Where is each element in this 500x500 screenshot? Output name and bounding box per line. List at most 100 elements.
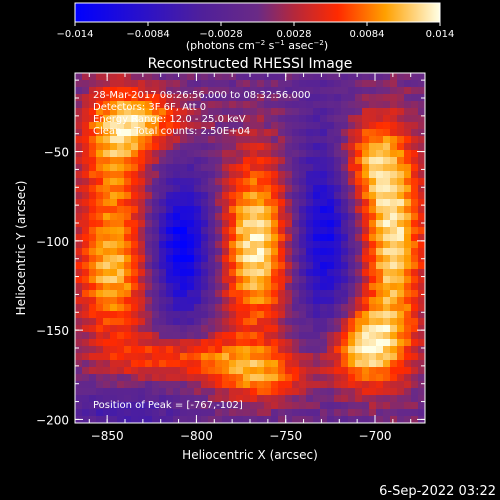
heatmap-cell	[404, 199, 412, 207]
heatmap-cell	[243, 346, 251, 354]
heatmap-cell	[152, 339, 160, 347]
heatmap-cell	[229, 360, 237, 368]
heatmap-cell	[327, 367, 335, 375]
heatmap-cell	[208, 136, 216, 144]
heatmap-cell	[313, 297, 321, 305]
heatmap-cell	[334, 108, 342, 116]
heatmap-cell	[180, 164, 188, 172]
heatmap-cell	[173, 374, 181, 382]
heatmap-cell	[243, 297, 251, 305]
heatmap-cell	[383, 269, 391, 277]
heatmap-cell	[96, 129, 104, 137]
heatmap-cell	[201, 171, 209, 179]
heatmap-cell	[89, 325, 97, 333]
info-text: 28-Mar-2017 08:26:56.000 to 08:32:56.000…	[93, 90, 311, 137]
heatmap-cell	[404, 402, 412, 410]
heatmap-cell	[257, 234, 265, 242]
heatmap-cell	[110, 360, 118, 368]
heatmap-cell	[222, 311, 230, 319]
heatmap-cell	[278, 171, 286, 179]
heatmap-cell	[369, 122, 377, 130]
heatmap-cell	[376, 80, 384, 88]
heatmap-cell	[138, 297, 146, 305]
heatmap-cell	[145, 129, 153, 137]
heatmap-cell	[131, 381, 139, 389]
heatmap-cell	[215, 115, 223, 123]
heatmap-cell	[124, 234, 132, 242]
heatmap-cell	[334, 150, 342, 158]
heatmap-cell	[397, 241, 405, 249]
heatmap-cell	[215, 80, 223, 88]
heatmap-cell	[341, 199, 349, 207]
heatmap-cell	[166, 185, 174, 193]
heatmap-cell	[229, 318, 237, 326]
heatmap-cell	[341, 150, 349, 158]
heatmap-cell	[404, 234, 412, 242]
heatmap-cell	[117, 262, 125, 270]
heatmap-cell	[383, 381, 391, 389]
heatmap-cell	[376, 199, 384, 207]
heatmap-cell	[215, 108, 223, 116]
heatmap-cell	[264, 108, 272, 116]
heatmap-cell	[320, 234, 328, 242]
heatmap-cell	[376, 304, 384, 312]
heatmap-cell	[82, 143, 90, 151]
heatmap-cell	[222, 122, 230, 130]
heatmap-cell	[271, 269, 279, 277]
heatmap-cell	[96, 164, 104, 172]
heatmap-cell	[376, 248, 384, 256]
heatmap-cell	[376, 297, 384, 305]
heatmap-cell	[362, 339, 370, 347]
heatmap-cell	[208, 304, 216, 312]
heatmap-cell	[341, 276, 349, 284]
heatmap-cell	[404, 73, 412, 81]
heatmap-cell	[236, 101, 244, 109]
heatmap-cell	[187, 283, 195, 291]
heatmap-cell	[257, 115, 265, 123]
heatmap-cell	[131, 353, 139, 361]
heatmap-cell	[397, 297, 405, 305]
heatmap-cell	[243, 360, 251, 368]
heatmap-cell	[131, 136, 139, 144]
heatmap-cell	[383, 262, 391, 270]
heatmap-cell	[390, 171, 398, 179]
heatmap-cell	[215, 346, 223, 354]
heatmap-cell	[152, 262, 160, 270]
heatmap-cell	[159, 143, 167, 151]
heatmap-cell	[215, 199, 223, 207]
heatmap-cell	[229, 297, 237, 305]
heatmap-cell	[264, 290, 272, 298]
heatmap-cell	[229, 388, 237, 396]
heatmap-cell	[327, 227, 335, 235]
heatmap-cell	[173, 255, 181, 263]
heatmap-cell	[313, 206, 321, 214]
heatmap-cell	[103, 269, 111, 277]
heatmap-cell	[362, 101, 370, 109]
heatmap-cell	[271, 325, 279, 333]
heatmap-cell	[236, 409, 244, 417]
heatmap-cell	[278, 178, 286, 186]
heatmap-cell	[201, 185, 209, 193]
heatmap-cell	[306, 255, 314, 263]
heatmap-cell	[187, 171, 195, 179]
heatmap-cell	[117, 94, 125, 102]
heatmap-cell	[292, 416, 300, 423]
heatmap-cell	[411, 248, 419, 256]
y-axis-label: Heliocentric Y (arcsec)	[14, 181, 28, 316]
heatmap-cell	[96, 269, 104, 277]
heatmap-cell	[341, 297, 349, 305]
heatmap-cell	[327, 409, 335, 417]
heatmap-cell	[103, 108, 111, 116]
heatmap-cell	[96, 73, 104, 81]
heatmap-cell	[306, 178, 314, 186]
heatmap-cell	[271, 213, 279, 221]
heatmap-cell	[320, 360, 328, 368]
heatmap-cell	[264, 262, 272, 270]
heatmap-cell	[299, 304, 307, 312]
heatmap-cell	[103, 346, 111, 354]
heatmap-cell	[236, 255, 244, 263]
heatmap-cell	[166, 276, 174, 284]
heatmap-cell	[383, 367, 391, 375]
heatmap-cell	[278, 206, 286, 214]
heatmap-cell	[103, 388, 111, 396]
